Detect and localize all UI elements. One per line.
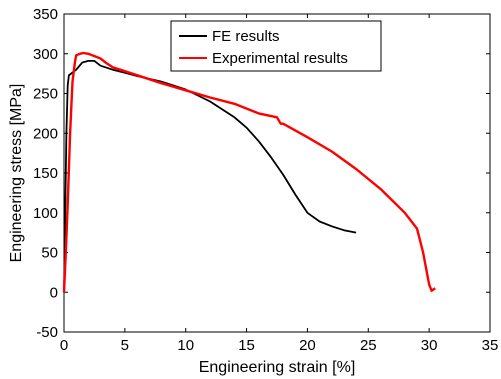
x-tick-label: 20	[299, 337, 316, 354]
x-tick-label: 5	[121, 337, 129, 354]
legend-label-fe: FE results	[212, 28, 280, 45]
legend: FE results Experimental results	[170, 20, 382, 72]
legend-box	[170, 20, 382, 72]
series-line-experimental	[62, 51, 436, 293]
x-tick-label: 35	[482, 337, 499, 354]
series-layer	[62, 51, 436, 293]
y-tick-label: 50	[41, 245, 58, 262]
y-axis-ticks: -50 0 50 100 150 200 250 300 350	[33, 6, 490, 341]
y-tick-label: 0	[50, 284, 58, 301]
x-tick-label: 30	[421, 337, 438, 354]
x-tick-label: 15	[238, 337, 255, 354]
y-tick-label: 300	[33, 46, 58, 63]
y-tick-label: 200	[33, 125, 58, 142]
y-tick-label: 100	[33, 205, 58, 222]
y-tick-label: 250	[33, 86, 58, 103]
x-tick-label: 25	[360, 337, 377, 354]
y-axis-label: Engineering stress [MPa]	[8, 84, 25, 263]
x-axis-ticks: 0 5 10 15 20 25 30 35	[60, 14, 499, 354]
y-tick-label: -50	[36, 324, 58, 341]
x-tick-label: 10	[177, 337, 194, 354]
y-tick-label: 150	[33, 165, 58, 182]
y-tick-label: 350	[33, 6, 58, 23]
legend-label-experimental: Experimental results	[212, 50, 348, 67]
x-axis-label: Engineering strain [%]	[199, 359, 356, 376]
x-tick-label: 0	[60, 337, 68, 354]
